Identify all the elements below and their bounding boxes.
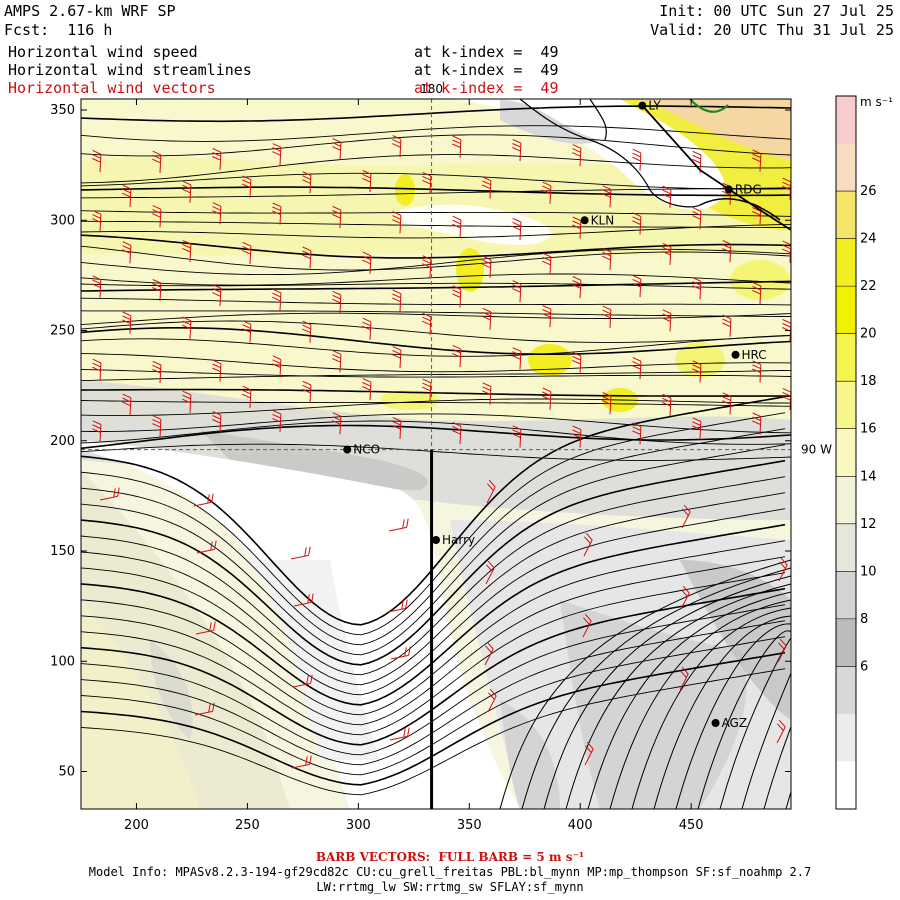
colorbar-swatch	[836, 618, 856, 667]
station-marker	[724, 185, 733, 194]
station-label: RDG	[735, 182, 762, 196]
colorbar: m s⁻¹ 26 24 22 20 18 16 14 12 10 8 6	[835, 95, 893, 810]
speed-field	[81, 99, 791, 809]
y-tick-label: 100	[50, 654, 75, 669]
physics-info: LW:rrtmg_lw SW:rrtmg_sw SFLAY:sf_mynn	[316, 880, 584, 894]
init-time: Init: 00 UTC Sun 27 Jul 25	[659, 2, 894, 20]
station-marker	[711, 719, 720, 728]
wind-barbs	[92, 135, 791, 769]
field-name-speed: Horizontal wind speed	[8, 43, 198, 61]
parallel-label: 90 W	[801, 443, 832, 457]
x-tick-label: 450	[679, 818, 704, 830]
x-tick-label: 400	[568, 818, 593, 830]
colorbar-swatch	[836, 333, 856, 382]
meridian-label: 180	[420, 82, 443, 96]
colorbar-swatch	[836, 286, 856, 335]
colorbar-swatch	[836, 761, 856, 810]
colorbar-label: 24	[860, 232, 877, 247]
model-info: Model Info: MPASv8.2.3-194-gf29cd82c CU:…	[88, 865, 812, 879]
colorbar-swatch	[836, 428, 856, 477]
station-label: Harry	[442, 533, 475, 547]
colorbar-swatch	[836, 666, 856, 715]
field-name-vectors: Horizontal wind vectors	[8, 79, 216, 97]
station-marker	[731, 350, 740, 359]
model-title: AMPS 2.67-km WRF SP	[4, 2, 176, 20]
field-name-streamlines: Horizontal wind streamlines	[8, 61, 252, 79]
y-tick-label: 150	[50, 544, 75, 559]
colorbar-label: 12	[860, 517, 877, 532]
colorbar-swatch	[836, 476, 856, 525]
colorbar-label: 8	[860, 612, 868, 627]
station-label: AGZ	[722, 716, 748, 730]
x-tick-label: 250	[235, 818, 260, 830]
y-tick-label: 300	[50, 213, 75, 228]
colorbar-label: 26	[860, 184, 877, 199]
station-marker	[432, 535, 440, 544]
station-label: LY	[648, 99, 661, 113]
y-tick-label: 350	[50, 103, 75, 118]
colorbar-swatch	[836, 96, 856, 144]
valid-time: Valid: 20 UTC Thu 31 Jul 25	[650, 21, 894, 39]
x-tick-label: 300	[346, 818, 371, 830]
y-tick-label: 200	[50, 434, 75, 449]
streamlines	[81, 105, 791, 809]
colorbar-label: 18	[860, 374, 877, 389]
colorbar-swatch	[836, 143, 856, 192]
colorbar-unit: m s⁻¹	[860, 95, 893, 109]
field-level-vectors: at k-index = 49	[414, 79, 559, 97]
x-tick-label: 350	[457, 818, 482, 830]
colorbar-swatch	[836, 381, 856, 430]
colorbar-swatch	[836, 713, 856, 762]
field-level-streamlines: at k-index = 49	[414, 61, 559, 79]
colorbar-swatch	[836, 191, 856, 240]
colorbar-label: 16	[860, 422, 877, 437]
wind-map: 180 90 W NCO Harry KLN RDG HRC AGZ LY 200 250 30…	[50, 82, 832, 830]
map-frame	[80, 98, 792, 810]
barb-note: BARB VECTORS: FULL BARB = 5 m s⁻¹	[315, 850, 585, 864]
colorbar-label: 6	[860, 659, 868, 674]
colorbar-label: 22	[860, 279, 877, 294]
y-tick-label: 250	[50, 324, 75, 339]
y-tick-label: 50	[58, 765, 75, 780]
y-axis-ticks: 350 300 250 200 150 100 50	[50, 103, 791, 780]
x-axis-ticks: 200 250 300 350 400 450	[124, 99, 704, 830]
colorbar-label: 14	[860, 469, 877, 484]
colorbar-label: 10	[860, 564, 877, 579]
colorbar-swatch	[836, 238, 856, 287]
station-marker	[580, 216, 589, 225]
station-label: NCO	[353, 443, 380, 457]
stations: NCO Harry KLN RDG HRC AGZ LY	[343, 99, 767, 730]
station-label: HRC	[742, 348, 767, 362]
field-level-speed: at k-index = 49	[414, 43, 559, 61]
station-marker	[343, 445, 352, 454]
colorbar-label: 20	[860, 327, 877, 342]
x-tick-label: 200	[124, 818, 149, 830]
colorbar-swatch	[836, 571, 856, 620]
forecast-hour: Fcst: 116 h	[4, 21, 113, 39]
station-label: KLN	[591, 213, 615, 227]
colorbar-swatch	[836, 523, 856, 572]
station-marker	[638, 101, 647, 110]
